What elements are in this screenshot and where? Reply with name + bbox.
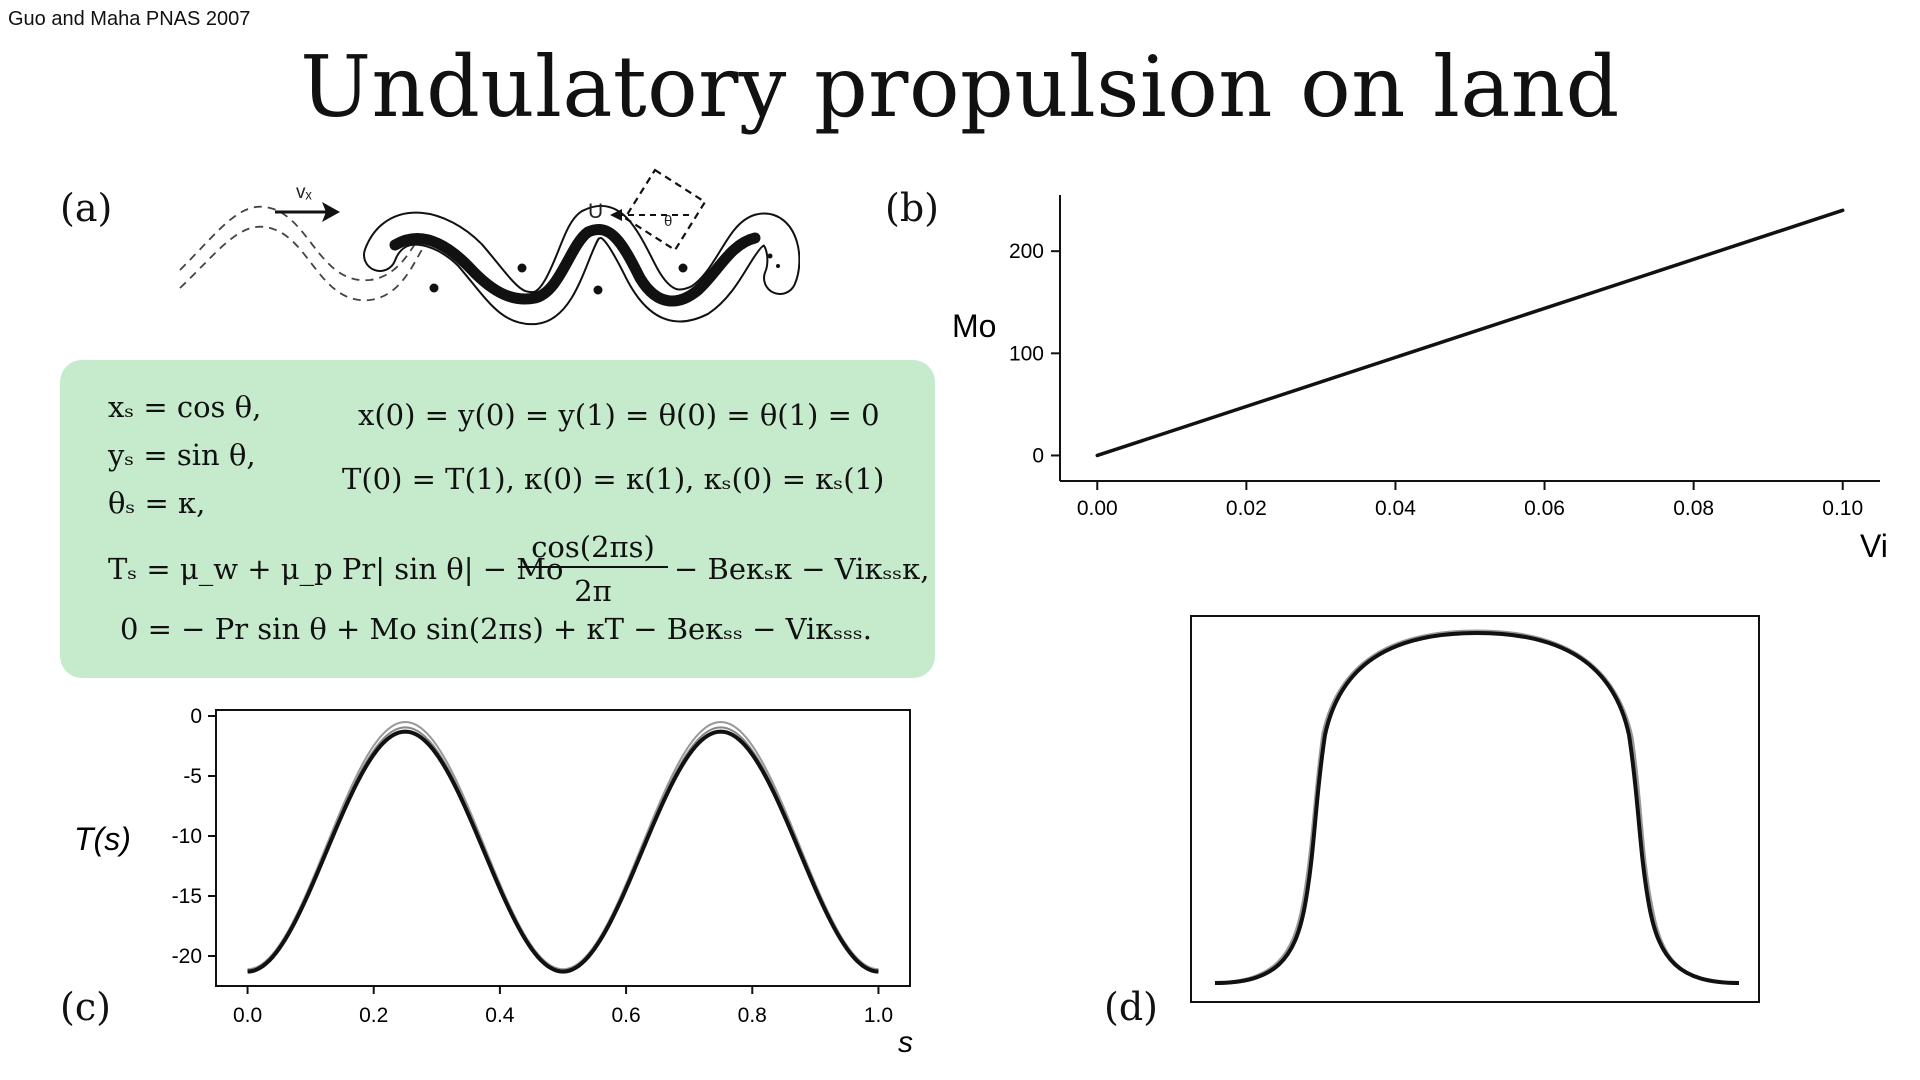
chart-d-series-shadow (1214, 629, 1740, 985)
chart-c-xtick-label: 0.0 (233, 1004, 262, 1027)
chart-c-xtick-label: 0.2 (359, 1004, 388, 1027)
eq-tension-a: Tₛ = μ_w + μ_p Pr| sin θ| − Mo (108, 552, 564, 586)
chart-c: 0.0 0.2 0.4 0.6 0.8 1.0 0 -5 -10 -15 -20 T(s) s (74, 705, 913, 1059)
contact-dot (517, 263, 527, 273)
eq-y-s: yₛ = sin θ, (108, 438, 256, 472)
contact-dot (593, 285, 603, 295)
theta-label: θ (664, 213, 672, 230)
u-arrow-head (610, 209, 622, 221)
snake-eye (767, 253, 773, 259)
panel-label-a: (a) (60, 186, 113, 230)
velocity-frame (623, 168, 707, 252)
chart-b-xtick-label: 0.06 (1524, 497, 1565, 520)
chart-b-ytick-label: 0 (1032, 444, 1044, 467)
chart-c-frame (215, 709, 911, 987)
chart-d (1190, 615, 1760, 1003)
eq-fraction-numerator: cos(2πs) (518, 530, 668, 568)
chart-c-ytick-label: 0 (190, 705, 202, 728)
chart-b-xtick-label: 0.10 (1822, 497, 1863, 520)
chart-c-xtick-label: 1.0 (864, 1004, 893, 1027)
chart-c-xtick-label: 0.6 (611, 1004, 640, 1027)
chart-b-xlabel: Vi (1860, 528, 1888, 564)
slide-title: Undulatory propulsion on land (300, 38, 1620, 136)
citation: Guo and Maha PNAS 2007 (8, 8, 251, 30)
chart-b-xtick-label: 0.02 (1226, 497, 1267, 520)
chart-b-xtick-label: 0.08 (1673, 497, 1714, 520)
chart-b-ylabel: Mo (952, 308, 996, 344)
trail-path-2 (179, 205, 433, 281)
contact-dot (678, 263, 688, 273)
chart-c-ytick-label: -10 (172, 825, 202, 848)
chart-c-ylabel: T(s) (74, 821, 131, 857)
eq-boundary-2: T(0) = T(1), κ(0) = κ(1), κₛ(0) = κₛ(1) (342, 462, 885, 496)
eq-fraction-denominator: 2π (574, 574, 612, 608)
chart-b-series-line (1095, 208, 1845, 458)
contact-dot (429, 283, 439, 293)
chart-c-series-shadow (247, 726, 879, 971)
panel-label-c: (c) (60, 985, 111, 1029)
snake-illustration: vₓ U θ (179, 168, 800, 326)
chart-c-series-shadow (247, 720, 879, 971)
chart-b-xtick-label: 0.04 (1375, 497, 1416, 520)
chart-b: 0.00 0.02 0.04 0.06 0.08 0.10 0 100 200 Mo Vi (952, 195, 1888, 564)
eq-tension-b: − Beκₛκ − Viκₛₛκ, (674, 552, 930, 586)
eq-normal: 0 = − Pr sin θ + Mo sin(2πs) + κT − Beκₛ… (120, 612, 872, 646)
snake-nostril (776, 264, 780, 268)
chart-c-xlabel: s (898, 1026, 913, 1059)
chart-d-series-line (1214, 630, 1740, 985)
chart-c-xtick-label: 0.4 (485, 1004, 515, 1027)
eq-x-s: xₛ = cos θ, (108, 390, 262, 424)
eq-boundary-1: x(0) = y(0) = y(1) = θ(0) = θ(1) = 0 (358, 398, 880, 432)
panel-label-d: (d) (1104, 985, 1158, 1029)
chart-b-ytick-label: 200 (1009, 240, 1044, 263)
chart-c-ytick-label: -20 (172, 945, 202, 968)
snake-stripe (389, 224, 761, 307)
trail-path-1 (179, 225, 431, 301)
vx-arrow-head (322, 202, 340, 222)
chart-c-series-line (247, 729, 879, 974)
chart-c-ytick-label: -5 (183, 765, 202, 788)
u-label: U (588, 200, 603, 223)
eq-theta-s: θₛ = κ, (108, 486, 206, 520)
vx-label: vₓ (296, 182, 313, 203)
chart-d-frame (1190, 615, 1760, 1003)
equation-box: xₛ = cos θ, yₛ = sin θ, θₛ = κ, x(0) = y… (60, 360, 935, 678)
chart-c-xtick-label: 0.8 (738, 1004, 767, 1027)
chart-b-ytick-label: 100 (1009, 342, 1044, 365)
chart-b-xtick-label: 0.00 (1077, 497, 1118, 520)
panel-label-b: (b) (885, 186, 939, 230)
chart-c-ytick-label: -15 (172, 885, 202, 908)
